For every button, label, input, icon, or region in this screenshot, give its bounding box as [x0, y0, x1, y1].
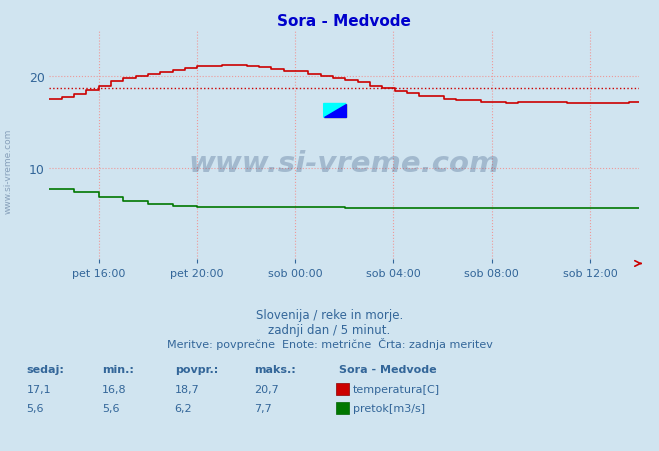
Bar — [324, 104, 346, 118]
Text: pretok[m3/s]: pretok[m3/s] — [353, 403, 425, 413]
Text: 20,7: 20,7 — [254, 384, 279, 394]
Title: Sora - Medvode: Sora - Medvode — [277, 14, 411, 29]
Text: 18,7: 18,7 — [175, 384, 200, 394]
Text: 17,1: 17,1 — [26, 384, 51, 394]
Text: 5,6: 5,6 — [102, 403, 120, 413]
Text: temperatura[C]: temperatura[C] — [353, 384, 440, 394]
Text: 16,8: 16,8 — [102, 384, 127, 394]
Text: povpr.:: povpr.: — [175, 364, 218, 374]
Text: Meritve: povprečne  Enote: metrične  Črta: zadnja meritev: Meritve: povprečne Enote: metrične Črta:… — [167, 338, 492, 350]
Text: sedaj:: sedaj: — [26, 364, 64, 374]
Text: www.si-vreme.com: www.si-vreme.com — [4, 129, 13, 214]
Polygon shape — [324, 104, 346, 118]
Text: 6,2: 6,2 — [175, 403, 192, 413]
Text: maks.:: maks.: — [254, 364, 295, 374]
Text: min.:: min.: — [102, 364, 134, 374]
Text: zadnji dan / 5 minut.: zadnji dan / 5 minut. — [268, 323, 391, 336]
Text: Slovenija / reke in morje.: Slovenija / reke in morje. — [256, 308, 403, 321]
Text: Sora - Medvode: Sora - Medvode — [339, 364, 437, 374]
Polygon shape — [324, 104, 346, 118]
Text: 5,6: 5,6 — [26, 403, 44, 413]
Text: www.si-vreme.com: www.si-vreme.com — [188, 150, 500, 178]
Text: 7,7: 7,7 — [254, 403, 272, 413]
